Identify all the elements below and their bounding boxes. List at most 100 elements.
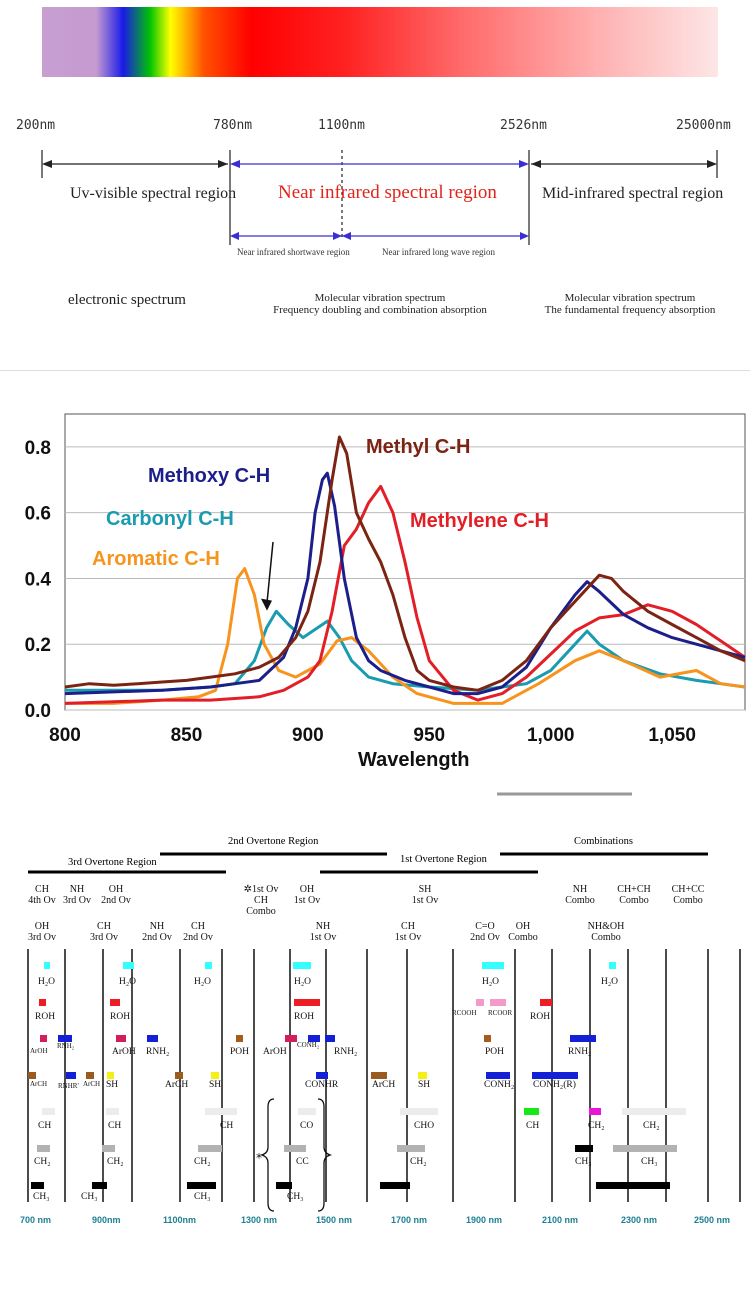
- column-header: OH 1st Ov: [277, 884, 337, 906]
- mol-vib-label: Molecular vibration spectrum: [314, 292, 446, 304]
- nir-band-assignment-chart: * 2nd Overtone Region Combinations 3rd O…: [0, 797, 750, 1300]
- column-header: SH 1st Ov: [395, 884, 455, 906]
- band-marker: [397, 1145, 425, 1152]
- header-line: 1st Ov: [394, 932, 422, 943]
- region-combinations: Combinations: [574, 836, 633, 847]
- band-marker: [540, 999, 552, 1006]
- header-line: CH: [35, 884, 49, 895]
- header-line: 4th Ov: [28, 895, 56, 906]
- band-label: H₂O: [294, 977, 312, 987]
- header-line: NH&OH: [587, 921, 625, 932]
- band-label: CONHR: [305, 1080, 339, 1090]
- annotation-arrowhead: [261, 598, 272, 611]
- band-marker: [39, 999, 46, 1006]
- band-marker: [570, 1035, 596, 1042]
- band-marker: [110, 999, 120, 1006]
- header-line: CH+CC: [671, 884, 705, 895]
- asterisk-icon: *: [256, 1151, 262, 1165]
- band-marker: [276, 1182, 292, 1189]
- nir-spectrum-desc: Molecular vibration spectrum Frequency d…: [250, 292, 510, 316]
- band-marker: [380, 1182, 410, 1189]
- x-tick-label: 1,050: [648, 725, 696, 746]
- band-marker: [575, 1145, 593, 1152]
- band-marker: [92, 1182, 107, 1189]
- freq-doubling-label: Frequency doubling and combination absor…: [273, 304, 487, 316]
- nir-region-label: Near infrared spectral region: [278, 182, 497, 203]
- column-header: NH 2nd Ov: [127, 921, 187, 943]
- band-marker: [486, 1072, 510, 1079]
- band-label: ROH: [110, 1012, 131, 1022]
- axis-tick-label: 2500 nm: [694, 1215, 731, 1225]
- axis-tick-label: 1500 nm: [316, 1215, 353, 1225]
- header-line: Combo: [565, 895, 595, 906]
- series-line-methylene-c-h: [64, 484, 746, 705]
- header-line: Combo: [619, 895, 649, 906]
- column-header: CH 3rd Ov: [74, 921, 134, 943]
- series-line-methyl-c-h: [64, 435, 746, 692]
- header-line: 1st Ov: [293, 895, 321, 906]
- wavelength-label: 2526nm: [500, 118, 547, 133]
- band-marker: [484, 1035, 491, 1042]
- band-label: ArCH: [165, 1080, 189, 1090]
- x-tick-label: 800: [49, 725, 81, 746]
- wavelength-label: 1100nm: [318, 118, 365, 133]
- header-line: CH+CH: [617, 884, 651, 895]
- header-line: NH: [315, 921, 331, 932]
- band-label: SH: [209, 1080, 222, 1090]
- band-marker: [308, 1035, 320, 1042]
- column-header: OH 2nd Ov: [86, 884, 146, 906]
- header-line: 2nd Ov: [101, 895, 131, 906]
- band-marker: [205, 962, 212, 969]
- y-tick-label: 0.8: [25, 438, 51, 459]
- band-label: CH₃: [575, 1157, 592, 1167]
- band-label: ROH: [530, 1012, 551, 1022]
- band-label: CO: [300, 1121, 314, 1131]
- band-label: CH: [108, 1121, 122, 1131]
- y-tick-label: 0.4: [25, 569, 52, 590]
- column-header: NH&OH Combo: [576, 921, 636, 943]
- column-header: CH+CC Combo: [658, 884, 718, 906]
- header-line: NH: [572, 884, 588, 895]
- header-line: OH: [34, 921, 50, 932]
- band-label: H₂O: [601, 977, 619, 987]
- band-marker: [285, 1035, 297, 1042]
- band-marker: [198, 1145, 222, 1152]
- region-3rd-overtone: 3rd Overtone Region: [68, 857, 157, 868]
- band-label: H₂O: [119, 977, 137, 987]
- band-label: CH₂: [34, 1157, 51, 1167]
- band-label: CH₂: [107, 1157, 124, 1167]
- band-marker: [284, 1145, 306, 1152]
- mid-ir-spectrum-desc: Molecular vibration spectrum The fundame…: [520, 292, 740, 316]
- band-marker: [400, 1108, 438, 1115]
- band-label: ArCH: [30, 1080, 48, 1088]
- band-label: CONH₂: [297, 1041, 320, 1049]
- band-label: CH₂: [588, 1121, 605, 1131]
- band-label: CH₃: [33, 1192, 50, 1202]
- band-marker: [609, 962, 616, 969]
- y-tick-label: 0.6: [25, 504, 51, 525]
- band-label: RNH₂: [57, 1042, 75, 1050]
- annotation-arrow: [266, 541, 274, 603]
- band-label: ArCH: [372, 1080, 396, 1090]
- band-label: CH₂: [410, 1157, 427, 1167]
- x-tick-label: 950: [413, 725, 445, 746]
- band-marker: [147, 1035, 158, 1042]
- axis-tick-label: 700 nm: [20, 1215, 52, 1225]
- band-marker: [325, 1035, 335, 1042]
- divider: [0, 370, 750, 371]
- region-2nd-overtone: 2nd Overtone Region: [228, 836, 319, 847]
- band-marker: [66, 1072, 76, 1079]
- axis-tick-label: 2100 nm: [542, 1215, 579, 1225]
- band-marker: [28, 1072, 36, 1079]
- band-label: POH: [485, 1047, 505, 1057]
- header-line: NH: [149, 921, 165, 932]
- column-header: CH 2nd Ov: [168, 921, 228, 943]
- band-marker: [116, 1035, 126, 1042]
- band-marker: [205, 1108, 237, 1115]
- band-marker: [298, 1108, 316, 1115]
- wavelength-label: 780nm: [213, 118, 253, 133]
- band-label: ArOH: [30, 1047, 48, 1055]
- band-label: H₂O: [38, 977, 56, 987]
- band-label: RCOOR: [488, 1009, 513, 1017]
- column-header: ✲1st Ov CH Combo: [231, 884, 291, 917]
